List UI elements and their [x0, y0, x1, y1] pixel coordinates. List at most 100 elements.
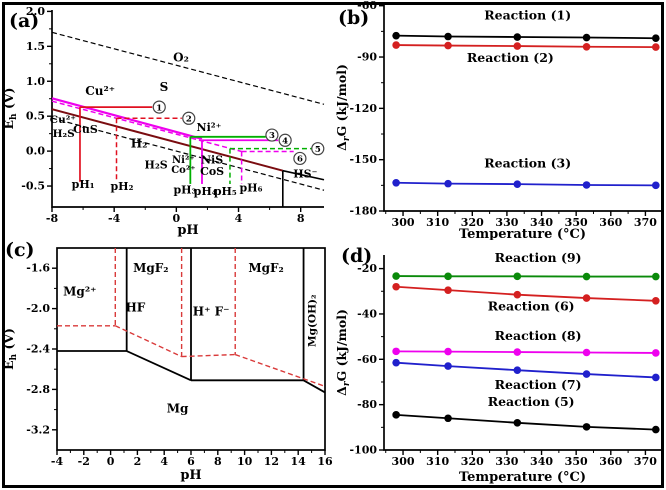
- y-tick-label: 1.0: [26, 75, 45, 88]
- region-label: Cu²⁺: [85, 84, 115, 98]
- x-tick-label: -8: [46, 212, 59, 225]
- y-tick-label: -180: [349, 205, 377, 218]
- data-point: [652, 373, 660, 382]
- panel-label-b: (b): [338, 7, 370, 29]
- x-tick-label: 16: [317, 455, 333, 468]
- y-tick-label: -20: [357, 262, 377, 275]
- red-diagonal-1: [114, 325, 182, 358]
- circled-number-ring: [182, 111, 196, 125]
- y-tick-label: -60: [357, 353, 377, 366]
- region-label: pH₄: [194, 185, 217, 198]
- series-line: [396, 34, 656, 40]
- series-line: [396, 413, 656, 431]
- region-label: H₂S: [53, 128, 75, 140]
- region-label: Ni²⁺: [197, 121, 222, 134]
- x-tick-label: 6: [187, 455, 195, 468]
- data-point: [513, 272, 522, 281]
- x-tick-label: 350: [565, 455, 588, 468]
- series-label: Reaction (7): [495, 377, 582, 392]
- panel-d-gibbs-energy-chart: 300 310 320 330 340 350 360 370 -20 -40 -60 -80 -100…: [334, 250, 661, 485]
- circled-number-ring: [278, 133, 292, 147]
- y-tick-label: -90: [357, 51, 377, 64]
- O2-line: [51, 31, 325, 105]
- panel-label-d: (d): [341, 245, 373, 267]
- circled-number: 1: [156, 103, 162, 113]
- x-axis-title: pH: [177, 223, 198, 238]
- data-point: [392, 178, 400, 187]
- y-tick-label: -40: [357, 307, 377, 320]
- region-label: H₂: [131, 137, 148, 151]
- data-point: [444, 414, 452, 423]
- region-label: HF: [125, 301, 145, 315]
- data-point: [513, 42, 522, 50]
- y-tick-label: -120: [349, 102, 377, 115]
- CuS-boundary: [51, 108, 284, 172]
- region-label: pH₆: [239, 182, 262, 195]
- x-tick-label: 300: [392, 455, 415, 468]
- region-label: pH₂: [110, 180, 133, 193]
- x-tick-label: -4: [108, 212, 121, 225]
- series-label: Reaction (8): [495, 328, 582, 343]
- region-label: CoS: [200, 165, 224, 178]
- circled-number-ring: [293, 151, 307, 166]
- circled-number-ring: [265, 128, 279, 142]
- Mg-boundary-diagonal: [126, 350, 192, 382]
- x-tick-label: 320: [461, 216, 484, 229]
- data-point: [582, 33, 591, 42]
- y-tick-label: -2.4: [26, 343, 50, 356]
- y-tick-label: -1.6: [26, 262, 50, 275]
- series-line: [396, 181, 656, 187]
- data-point: [392, 272, 400, 280]
- data-point: [652, 34, 660, 43]
- x-tick-label: 14: [291, 455, 307, 468]
- data-point: [652, 43, 660, 51]
- series-line: [396, 361, 656, 379]
- x-tick-label: 370: [634, 216, 657, 229]
- series-label: Reaction (3): [484, 155, 571, 170]
- region-label: pH₁: [72, 178, 95, 191]
- data-point: [582, 42, 591, 51]
- circled-number: 5: [315, 145, 321, 155]
- region-label: H₂S: [145, 159, 168, 172]
- x-tick-label: 360: [599, 455, 622, 468]
- data-point: [444, 286, 452, 294]
- circled-number-ring: [152, 100, 166, 114]
- region-label: pH₃: [173, 184, 196, 197]
- x-tick-label: -4: [51, 455, 64, 468]
- data-point: [513, 33, 522, 41]
- region-label: O₂: [173, 51, 189, 65]
- data-point: [582, 348, 591, 357]
- region-label: pH₅: [214, 185, 237, 198]
- region-label: HS⁻: [293, 168, 317, 181]
- x-tick-label: 370: [634, 455, 657, 468]
- data-point: [513, 418, 522, 427]
- circled-number: 4: [282, 136, 288, 146]
- data-point: [444, 32, 452, 41]
- circled-number: 6: [297, 155, 303, 165]
- y-axis-title: ΔrG (kJ/mol): [334, 64, 352, 151]
- data-point: [652, 181, 660, 190]
- region-label: Mg: [167, 402, 189, 416]
- circled-number-ring: [311, 142, 325, 156]
- region-label: NiS: [201, 154, 223, 167]
- y-tick-label: -2.0: [26, 302, 50, 315]
- data-point: [444, 179, 452, 188]
- region-label: Cu²⁺: [50, 114, 76, 126]
- red-diagonal-2: [234, 353, 326, 388]
- x-tick-label: 12: [264, 455, 279, 468]
- red-horizontal-mid: [181, 353, 236, 358]
- data-point: [513, 366, 522, 374]
- data-point: [444, 347, 452, 356]
- series-label: Reaction (5): [488, 394, 575, 409]
- plot-axes: [383, 4, 661, 212]
- y-tick-label: -0.5: [21, 180, 45, 193]
- x-tick-label: 2: [134, 455, 142, 468]
- panel-c-eh-ph-mg-diagram: -4 -2 0 2 4 6 8 10 12 14 16 -1.6 -2.0 -2.4 -2.8 -3.2 Mg²…: [1, 247, 333, 483]
- data-point: [392, 31, 400, 40]
- data-point: [582, 181, 591, 189]
- x-tick-label: 340: [530, 216, 553, 229]
- panel-label-a: (a): [9, 10, 40, 32]
- panel-b-gibbs-energy-chart: 300 310 320 330 340 350 360 370 -60 -90 -120 -150 -1…: [334, 0, 661, 240]
- region-label: H⁺ F⁻: [193, 305, 230, 319]
